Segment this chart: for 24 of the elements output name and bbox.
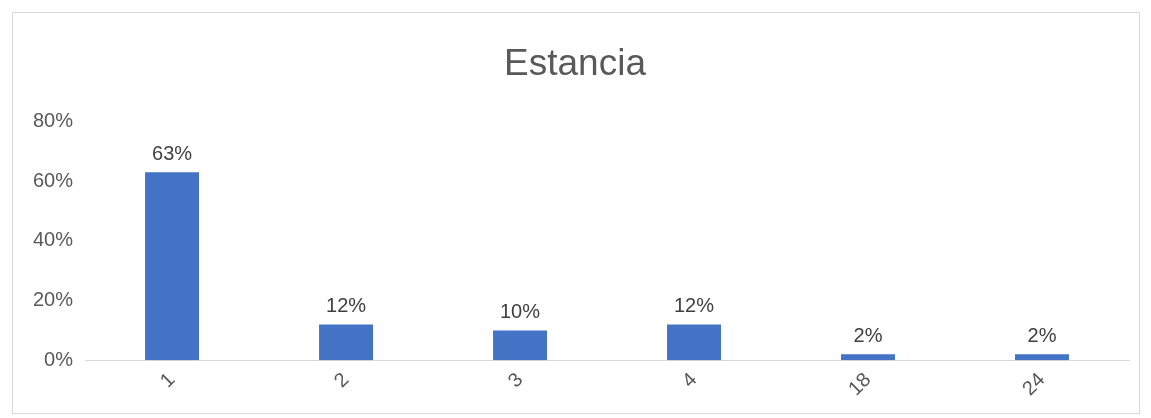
bar [841,354,895,361]
y-tick-label: 60% [33,168,74,191]
y-tick-label: 0% [44,347,74,370]
data-label: 12% [326,293,367,316]
chart-title: Estancia [504,42,647,84]
data-label: 2% [853,323,883,346]
bar [1015,354,1069,361]
data-label: 2% [1027,323,1057,346]
y-tick-label: 40% [33,228,74,251]
bar [493,330,547,361]
x-tick-label: 4 [677,367,701,392]
data-label: 63% [152,141,193,164]
y-tick-label: 80% [33,108,74,131]
data-label: 12% [674,293,715,316]
x-tick-label: 2 [329,367,353,392]
x-tick-label: 1 [155,367,179,392]
bar [145,172,199,361]
bar [667,324,721,361]
data-label: 10% [500,299,541,322]
bar [319,324,373,361]
x-tick-label: 18 [843,367,875,400]
x-tick-label: 3 [503,367,527,392]
y-tick-label: 20% [33,288,74,311]
x-tick-label: 24 [1017,367,1049,400]
